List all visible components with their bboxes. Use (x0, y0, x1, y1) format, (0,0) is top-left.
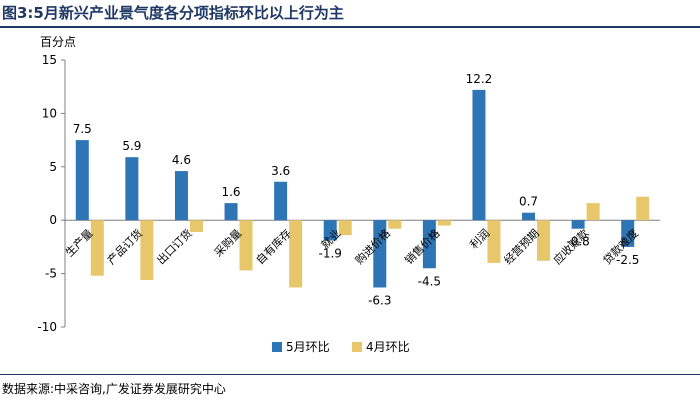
data-label: -0.8 (566, 235, 589, 249)
bar-may (274, 181, 288, 221)
bar-may (422, 220, 436, 269)
bar-may (621, 220, 635, 247)
category-label: 出口订货 (154, 226, 195, 267)
bar-april (289, 220, 303, 288)
bars (75, 89, 650, 288)
data-label: 1.6 (221, 185, 240, 199)
bar-april (487, 220, 501, 263)
bar-may (373, 220, 387, 288)
data-label: -2.5 (616, 253, 639, 267)
legend-label-may: 5月环比 (286, 340, 330, 354)
bar-april (437, 220, 451, 226)
data-labels: 7.5 5.9 4.6 1.6 3.6 -1.9 -6.3 -4.5 12.2 0.7 -0.8 -2… (73, 72, 640, 308)
bar-april (239, 220, 253, 271)
y-tick-label: -5 (45, 267, 57, 281)
data-label: 4.6 (172, 153, 191, 167)
bar-may (472, 89, 486, 221)
bar-may (125, 157, 139, 221)
bar-may (174, 171, 188, 221)
y-tick-label: 15 (42, 53, 57, 67)
bar-april (537, 220, 551, 261)
category-label: 自有库存 (253, 226, 294, 267)
category-label: 购进价格 (352, 226, 393, 267)
data-label: -4.5 (418, 274, 441, 288)
legend: 5月环比 4月环比 (272, 340, 410, 354)
y-tick-label: 10 (42, 106, 57, 120)
data-label: 3.6 (271, 164, 290, 178)
data-label: -6.3 (368, 293, 391, 307)
figure-title: 图3:5月新兴产业景气度各分项指标环比以上行为主 (2, 4, 344, 22)
bar-april (90, 220, 104, 276)
bar-may (323, 220, 337, 241)
y-tick-label: -10 (37, 320, 57, 334)
legend-swatch-april (352, 342, 362, 352)
data-label: 0.7 (519, 195, 538, 209)
data-label: -1.9 (318, 246, 341, 260)
bar-may (522, 212, 536, 221)
category-label: 经营预期 (501, 226, 542, 267)
bar-april (189, 220, 203, 232)
bar-may (75, 140, 89, 221)
legend-label-april: 4月环比 (366, 340, 410, 354)
y-axis-label: 百分点 (40, 35, 76, 49)
title-rule (0, 26, 700, 28)
axes: -10 -5 0 5 10 15 (37, 53, 660, 334)
bar-may (224, 203, 238, 221)
bar-april (338, 220, 352, 236)
category-label: 销售价格 (402, 226, 443, 267)
data-label: 12.2 (466, 72, 493, 86)
category-label: 生产量 (62, 226, 95, 259)
data-label: 7.5 (73, 122, 92, 136)
data-label: 5.9 (122, 139, 141, 153)
source-note: 数据来源:中采咨询,广发证券发展研究中心 (2, 382, 226, 396)
bar-april (388, 220, 402, 229)
bar-may (571, 220, 585, 229)
y-tick-label: 5 (49, 160, 57, 174)
category-label: 产品订货 (104, 226, 145, 267)
y-tick-label: 0 (49, 213, 57, 227)
bar-april (140, 220, 154, 281)
source-rule (0, 374, 700, 375)
bar-april (636, 196, 650, 221)
legend-swatch-may (272, 342, 282, 352)
category-label: 采购量 (211, 226, 244, 259)
bar-april (586, 203, 600, 221)
